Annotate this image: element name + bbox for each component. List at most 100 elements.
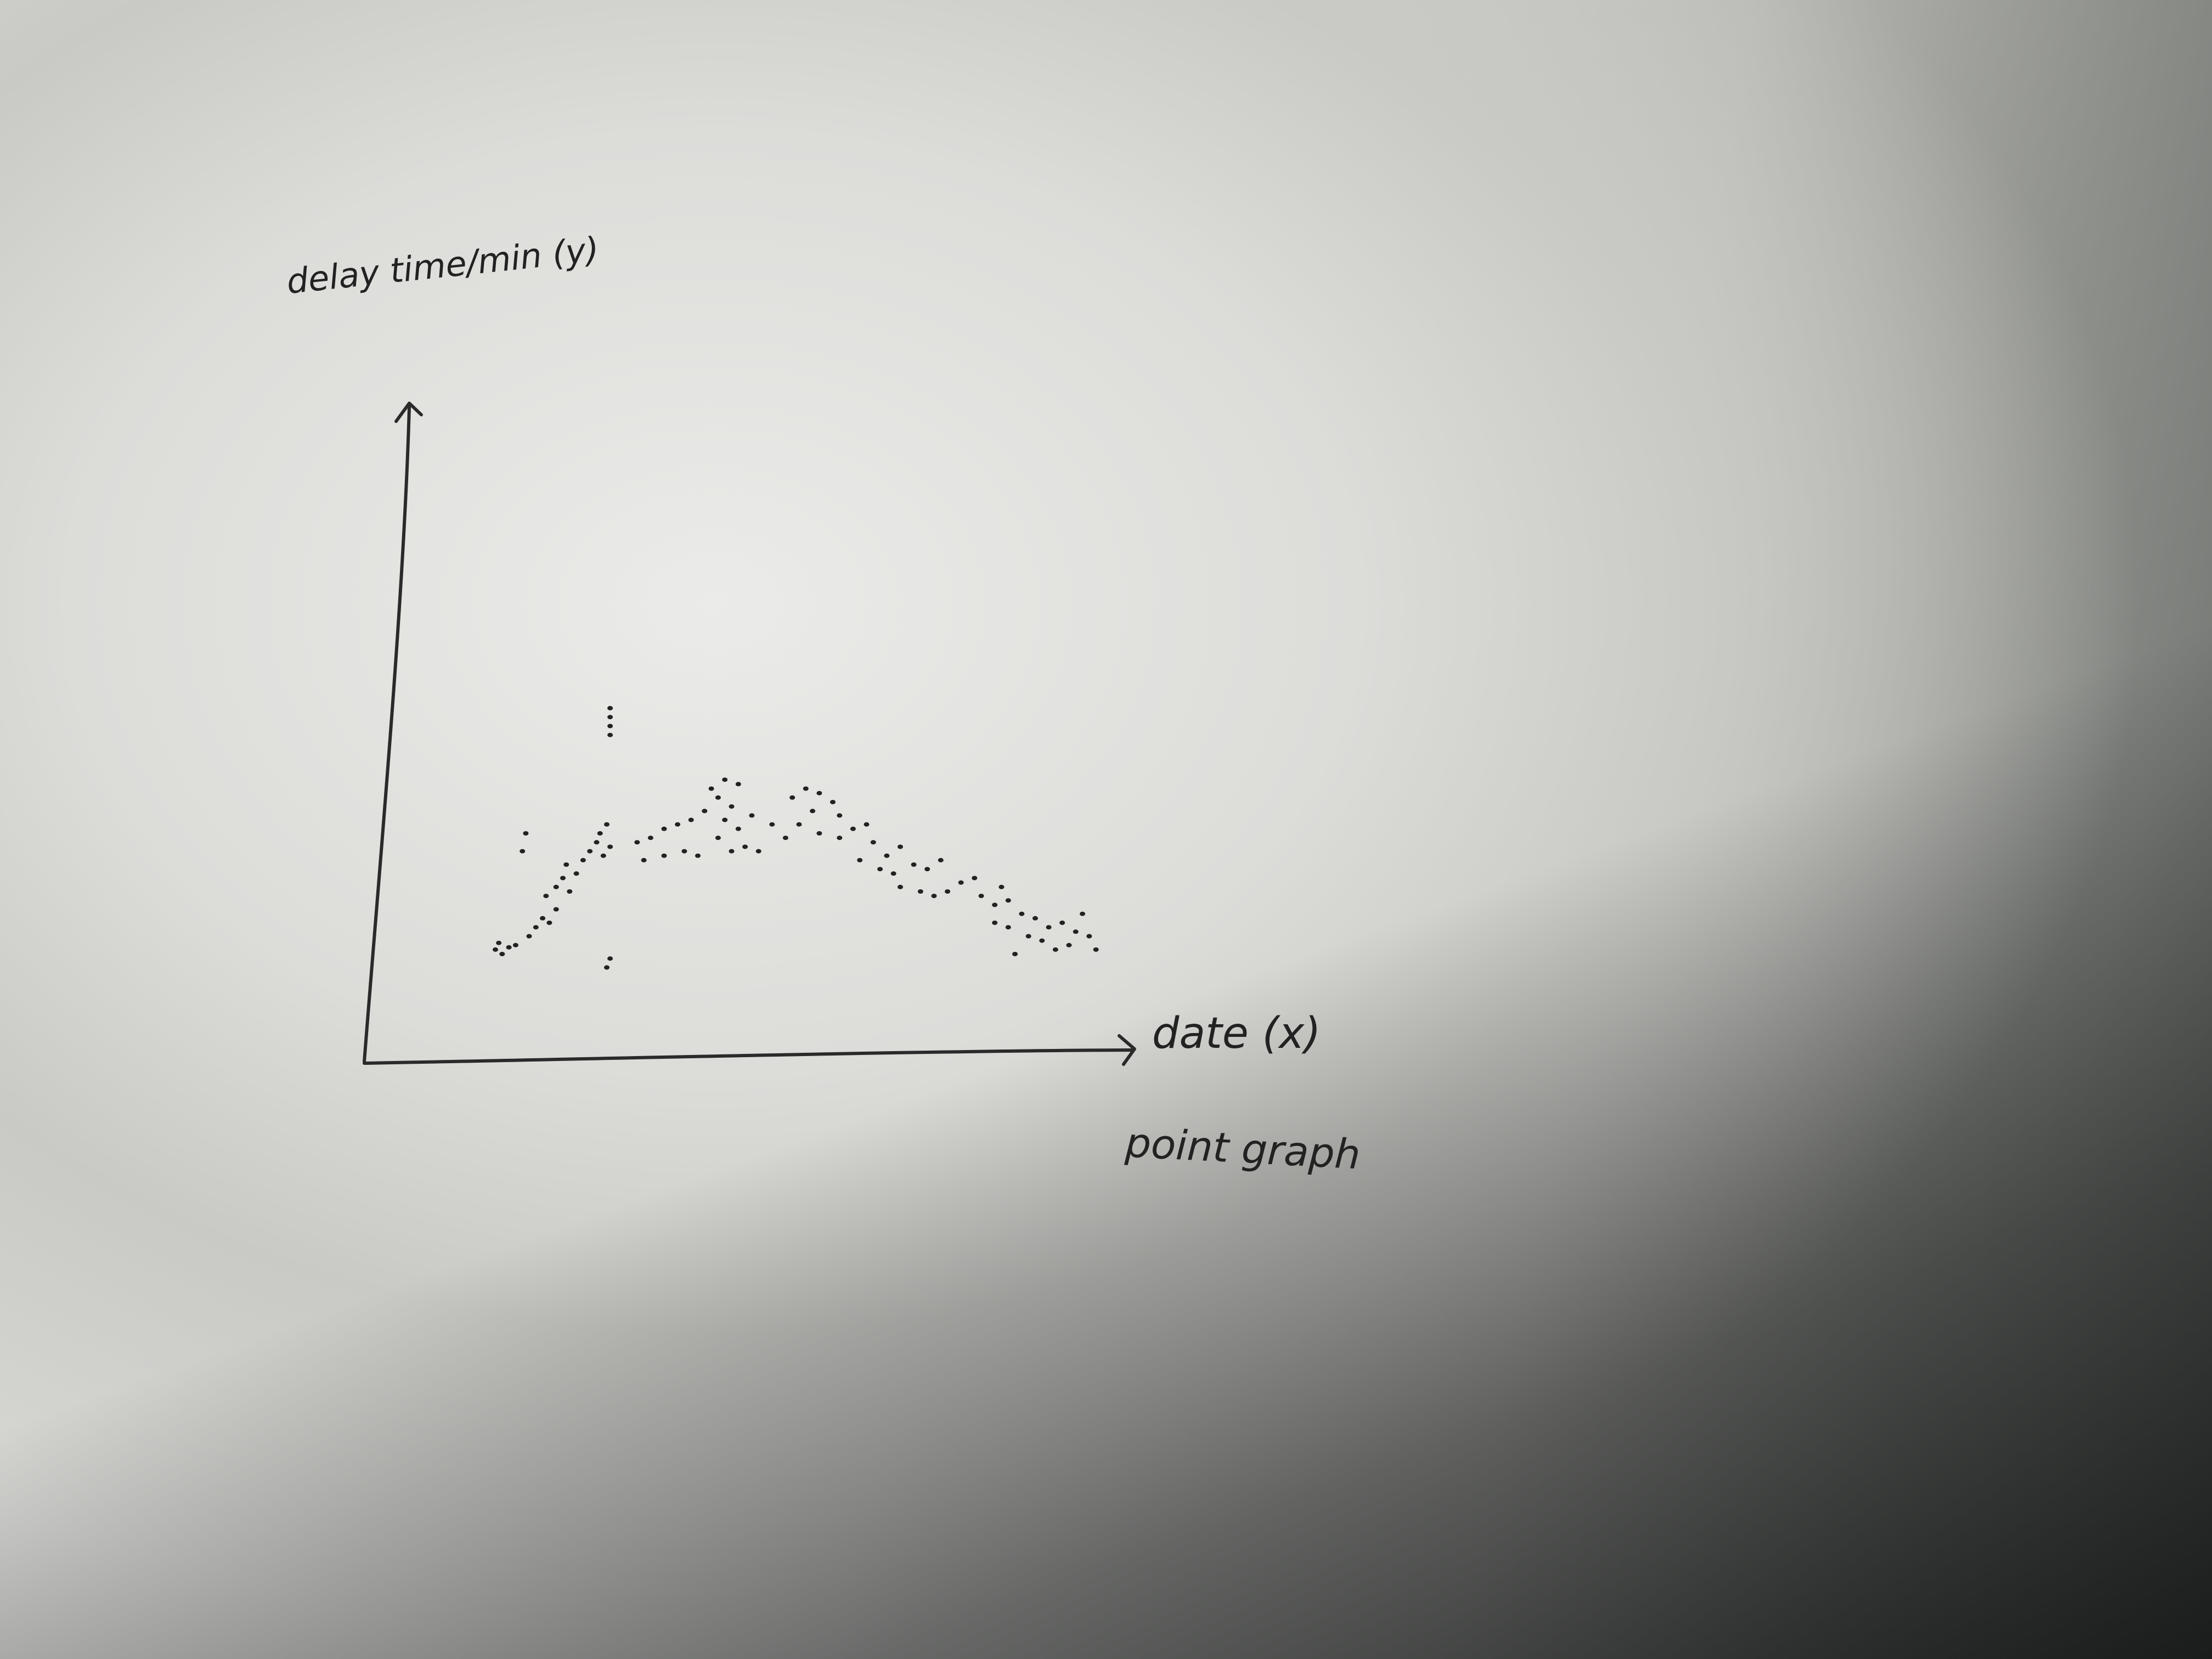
data-point (1080, 911, 1086, 916)
data-point (1066, 943, 1072, 947)
data-point (540, 916, 546, 921)
data-point (729, 849, 735, 854)
data-point (604, 822, 610, 827)
data-point (526, 934, 532, 939)
data-point (992, 921, 998, 925)
data-point (563, 862, 569, 867)
x-axis-label: date (x) (1152, 1009, 1321, 1058)
data-point (594, 840, 600, 845)
data-point (992, 902, 998, 907)
data-point (1019, 911, 1025, 916)
data-point (898, 844, 903, 849)
data-point (1046, 925, 1052, 930)
data-point (945, 889, 951, 894)
data-point (1052, 947, 1058, 952)
data-point (600, 853, 606, 858)
data-point (911, 862, 917, 867)
data-point (661, 826, 667, 831)
data-point (553, 884, 559, 889)
data-point (567, 889, 573, 894)
data-point (506, 945, 512, 950)
data-point (810, 809, 816, 814)
data-point (533, 925, 539, 930)
data-point (1005, 925, 1011, 930)
data-point (837, 836, 843, 840)
data-point (1012, 952, 1018, 956)
data-point (1025, 934, 1031, 939)
data-point (688, 817, 694, 822)
data-point (789, 795, 795, 800)
data-point (634, 840, 640, 845)
data-point (496, 940, 502, 945)
data-point (681, 849, 687, 854)
data-point (1059, 921, 1065, 925)
data-point (755, 849, 761, 854)
data-point (1073, 929, 1079, 934)
data-point (877, 867, 883, 872)
data-point (695, 853, 701, 858)
data-point (837, 813, 843, 818)
data-point (675, 822, 681, 827)
data-point (722, 817, 728, 822)
data-point (870, 840, 876, 845)
data-point (735, 826, 741, 831)
data-point (729, 804, 735, 809)
data-point (890, 871, 896, 876)
data-point (647, 836, 653, 840)
data-point (722, 777, 728, 782)
chart-caption: point graph (1124, 1119, 1362, 1178)
data-point (546, 921, 552, 925)
data-point (1032, 916, 1038, 921)
data-point (742, 844, 748, 849)
scatter-points (493, 706, 1099, 970)
y-axis-line (363, 405, 411, 1063)
data-point (553, 907, 559, 912)
data-point (607, 844, 613, 849)
data-point (715, 836, 721, 840)
data-point (924, 867, 930, 872)
data-point (898, 884, 903, 889)
data-point (661, 853, 667, 858)
data-point (816, 791, 822, 795)
data-point (512, 943, 518, 947)
data-point (1086, 934, 1092, 939)
x-axis-arrowhead (1118, 1034, 1136, 1066)
data-point (560, 876, 566, 881)
data-point (769, 822, 775, 827)
data-point (493, 947, 498, 952)
data-point (607, 706, 613, 710)
data-point (573, 871, 579, 876)
data-point (850, 826, 856, 831)
data-point (520, 849, 526, 854)
data-point (702, 809, 708, 814)
data-point (803, 786, 809, 791)
data-point (1005, 898, 1011, 903)
x-axis-line (363, 1048, 1135, 1065)
data-point (749, 813, 755, 818)
data-point (523, 831, 529, 836)
data-point (917, 889, 923, 894)
y-axis-arrowhead (394, 402, 423, 423)
data-point (641, 857, 647, 862)
data-point (972, 876, 978, 881)
data-point (884, 853, 890, 858)
data-point (543, 894, 549, 899)
data-point (607, 956, 613, 961)
data-point (998, 884, 1005, 889)
data-point (1093, 947, 1099, 952)
data-point (782, 836, 788, 840)
data-point (604, 965, 610, 970)
data-point (607, 732, 613, 737)
data-point (864, 822, 870, 827)
data-point (857, 857, 863, 862)
data-point (708, 786, 714, 791)
data-point (499, 952, 505, 956)
data-point (796, 822, 802, 827)
data-point (597, 831, 603, 836)
data-point (587, 849, 593, 854)
data-point (938, 857, 944, 862)
data-point (607, 715, 613, 720)
y-axis-label: delay time/min (y) (285, 229, 601, 302)
data-point (830, 800, 836, 804)
